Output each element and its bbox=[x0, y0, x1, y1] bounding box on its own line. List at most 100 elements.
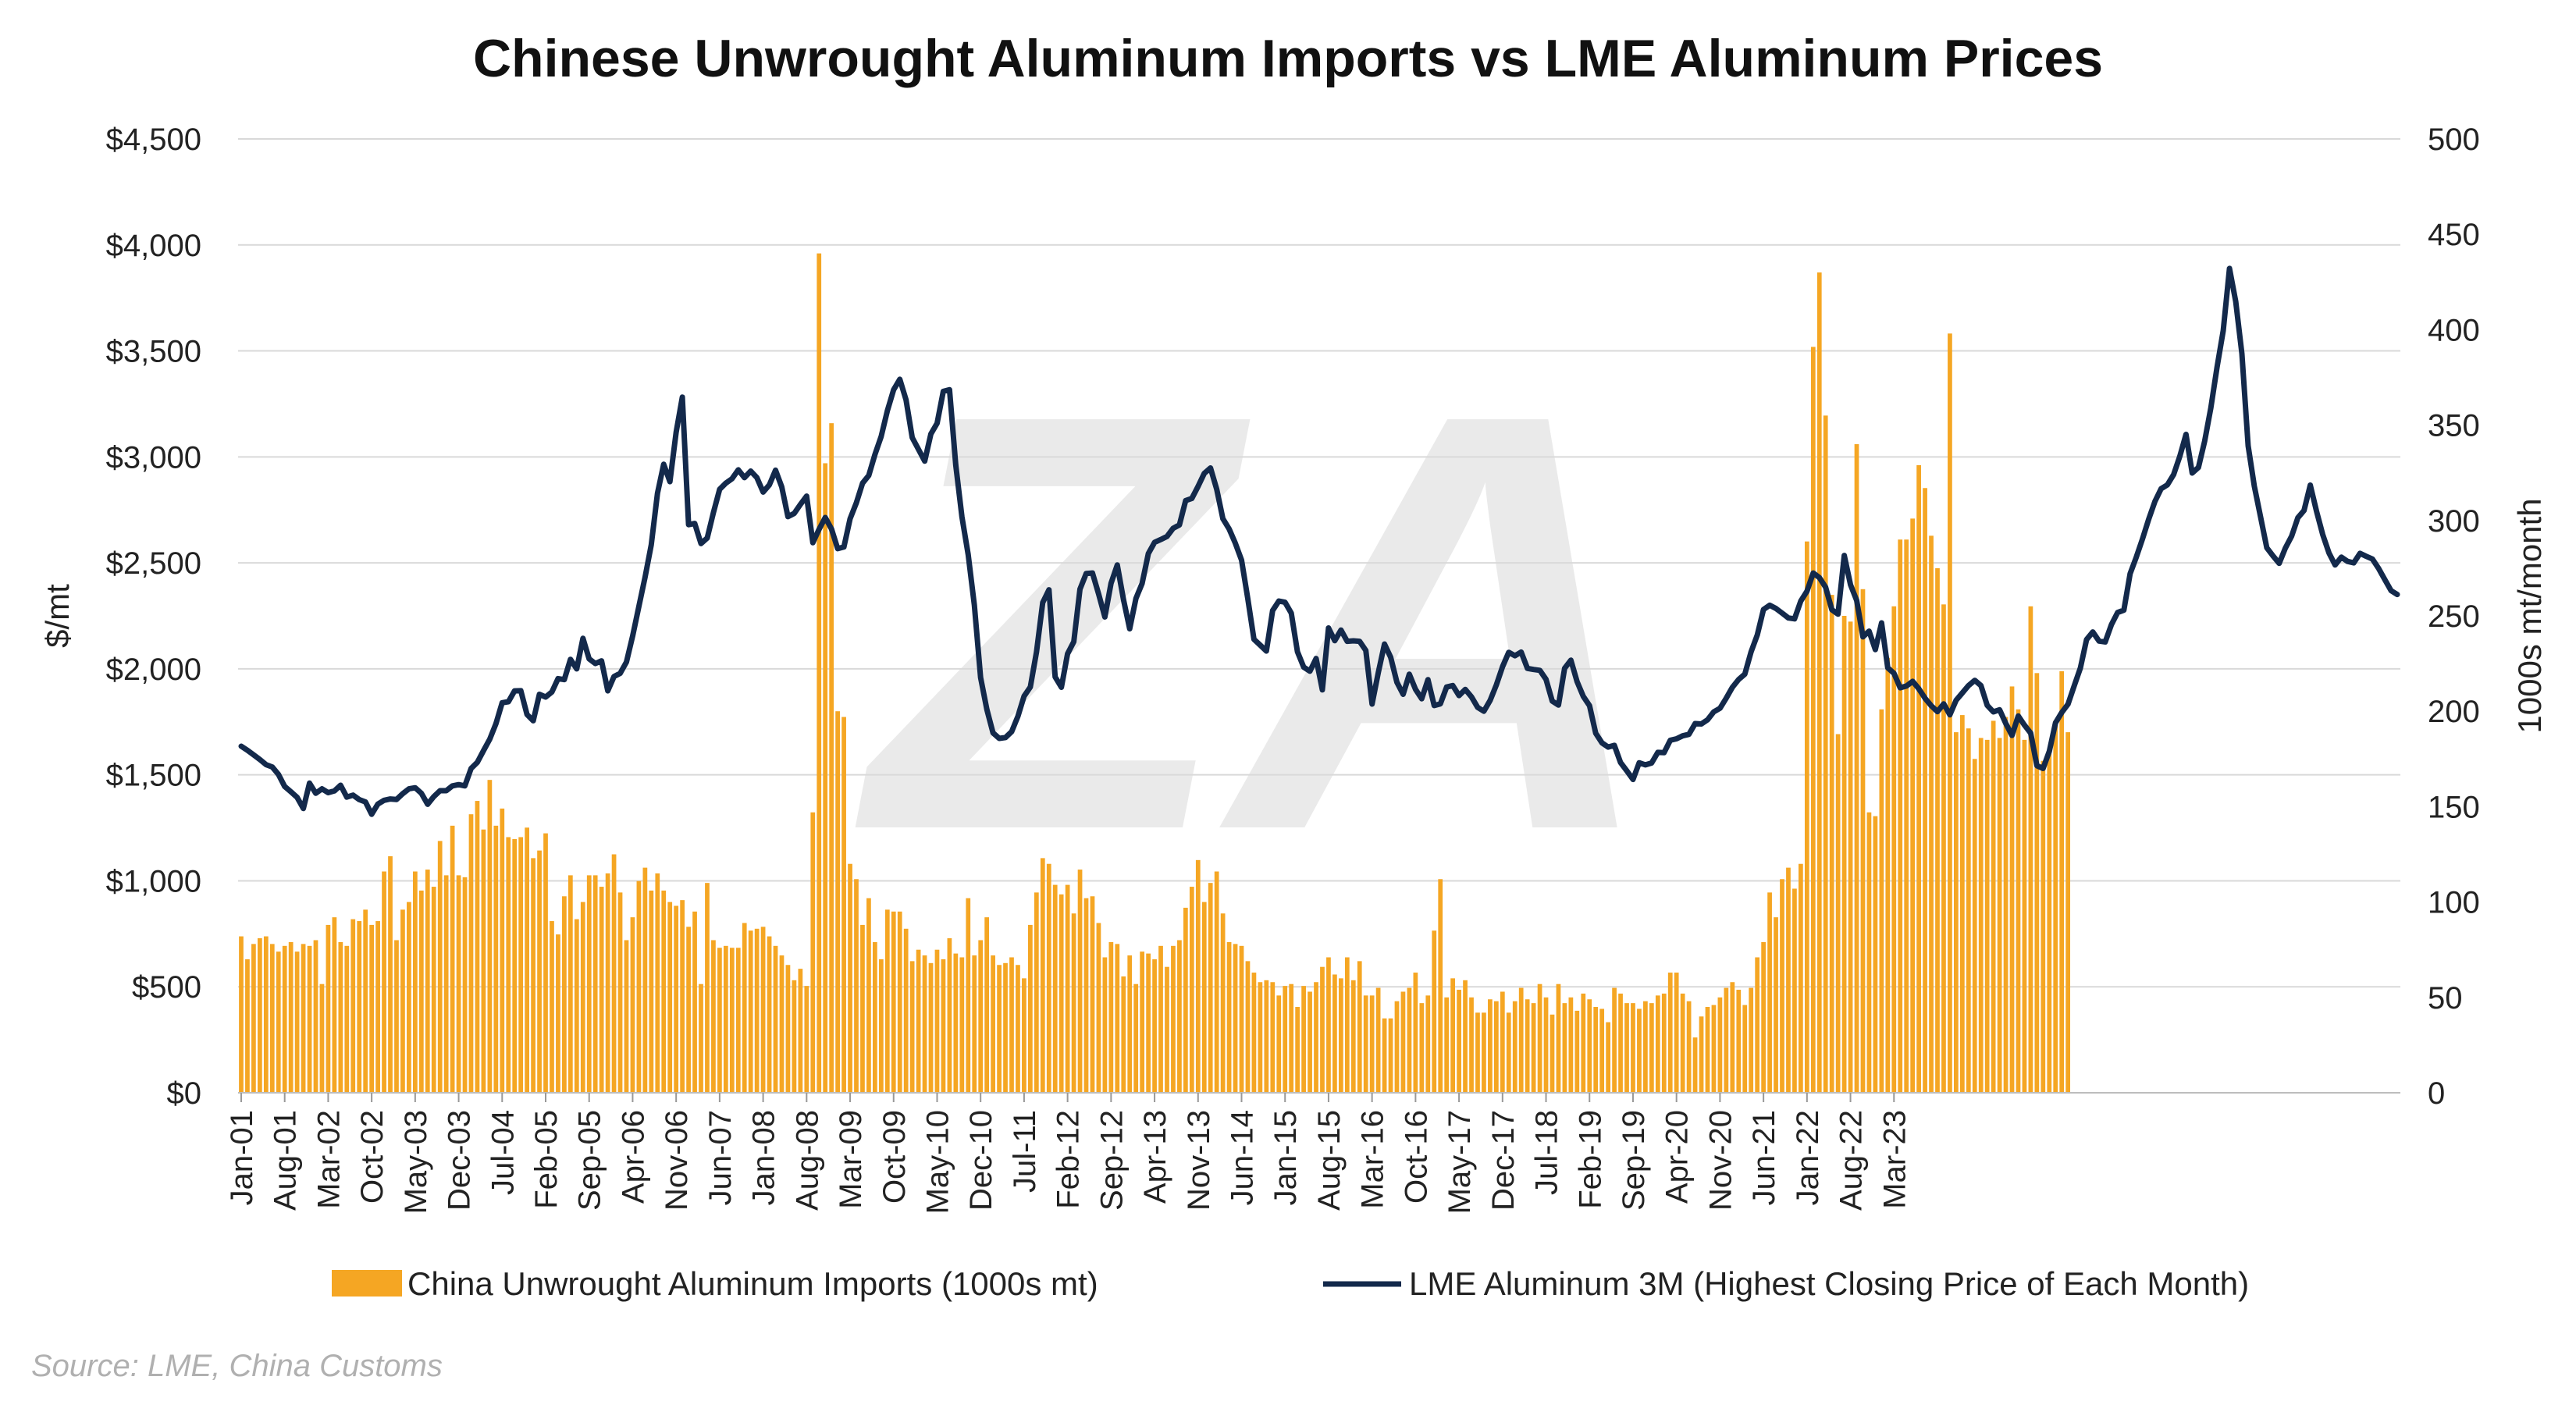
import-bar bbox=[475, 801, 480, 1093]
import-bar bbox=[909, 961, 915, 1093]
import-bar bbox=[848, 863, 852, 1093]
import-bar bbox=[1655, 995, 1660, 1093]
import-bar bbox=[1022, 978, 1026, 1093]
import-bar bbox=[1525, 999, 1530, 1093]
legend-label-price: LME Aluminum 3M (Highest Closing Price o… bbox=[1409, 1265, 2249, 1302]
left-axis-tick-label: $3,500 bbox=[106, 335, 201, 369]
import-bar bbox=[2003, 717, 2008, 1093]
import-bar bbox=[1799, 863, 1803, 1093]
x-axis-tick-label: Dec-17 bbox=[1486, 1110, 1521, 1211]
import-bar bbox=[332, 917, 337, 1093]
import-bar bbox=[1083, 898, 1089, 1093]
import-bar bbox=[717, 948, 722, 1093]
import-bar bbox=[1096, 923, 1101, 1093]
import-bar bbox=[823, 463, 828, 1093]
import-bar bbox=[1755, 957, 1760, 1093]
x-axis-tick-label: Jan-08 bbox=[747, 1110, 781, 1205]
import-bar bbox=[2034, 673, 2040, 1093]
import-bar bbox=[817, 253, 822, 1093]
import-bar bbox=[1314, 982, 1318, 1093]
import-bar bbox=[500, 808, 505, 1093]
import-bar bbox=[1195, 859, 1201, 1093]
x-axis-tick-label: Aug-01 bbox=[269, 1110, 303, 1211]
import-bar bbox=[1016, 965, 1020, 1093]
import-bar bbox=[1295, 1007, 1300, 1093]
left-axis-tick-label: $500 bbox=[132, 970, 201, 1005]
import-bar bbox=[1332, 974, 1337, 1093]
import-bar bbox=[525, 827, 529, 1093]
import-bar bbox=[1680, 993, 1685, 1093]
import-bar bbox=[1661, 993, 1667, 1093]
import-bar bbox=[363, 909, 368, 1093]
import-bar bbox=[1667, 973, 1673, 1093]
x-axis-tick-label: Mar-09 bbox=[834, 1110, 868, 1209]
import-bar bbox=[2047, 751, 2052, 1093]
import-bar bbox=[1550, 1014, 1555, 1093]
import-bar bbox=[1245, 961, 1251, 1093]
import-bar bbox=[991, 955, 995, 1093]
import-bar bbox=[903, 928, 909, 1093]
import-bar bbox=[1649, 1003, 1654, 1093]
x-axis-tick-label: Nov-06 bbox=[660, 1110, 694, 1211]
import-bar bbox=[630, 917, 635, 1093]
import-bar bbox=[841, 717, 846, 1093]
import-bar bbox=[1978, 738, 1984, 1093]
import-bar bbox=[1500, 991, 1505, 1093]
import-bar bbox=[1152, 959, 1157, 1093]
x-axis-tick-label: Mar-16 bbox=[1356, 1110, 1390, 1209]
import-bar bbox=[897, 911, 902, 1093]
import-bar bbox=[785, 965, 791, 1093]
import-bar bbox=[735, 948, 741, 1093]
import-bar bbox=[1350, 980, 1356, 1093]
import-bar bbox=[1835, 734, 1841, 1093]
import-bar bbox=[1574, 1010, 1580, 1093]
import-bar bbox=[1898, 539, 1903, 1093]
import-bar bbox=[891, 911, 896, 1093]
import-bar bbox=[2059, 670, 2065, 1093]
import-bar bbox=[1792, 888, 1797, 1093]
import-bar bbox=[1854, 444, 1859, 1093]
import-bar bbox=[1289, 984, 1294, 1093]
right-axis-tick-label: 0 bbox=[2428, 1076, 2445, 1111]
lme-price-line bbox=[238, 265, 2400, 817]
import-bar bbox=[1786, 867, 1791, 1093]
import-bar bbox=[1183, 907, 1188, 1093]
import-bar bbox=[1326, 957, 1331, 1093]
import-bar bbox=[344, 945, 350, 1093]
x-axis-tick-label: Apr-20 bbox=[1660, 1110, 1695, 1204]
import-bar bbox=[580, 902, 585, 1093]
import-bar bbox=[1699, 1016, 1704, 1093]
import-bar bbox=[941, 959, 946, 1093]
x-axis-tick-label: Mar-23 bbox=[1877, 1110, 1912, 1209]
import-bar bbox=[1171, 945, 1176, 1093]
x-axis-tick-label: Nov-13 bbox=[1182, 1110, 1216, 1211]
import-bar bbox=[1283, 986, 1288, 1093]
import-bar bbox=[1344, 957, 1350, 1093]
import-bar bbox=[431, 887, 436, 1093]
right-axis-tick-label: 50 bbox=[2428, 981, 2463, 1016]
import-bar bbox=[866, 898, 871, 1093]
import-bar bbox=[1226, 941, 1232, 1093]
import-bar bbox=[1581, 993, 1586, 1093]
import-bar bbox=[375, 921, 380, 1093]
left-axis-tick-label: $2,500 bbox=[106, 546, 201, 581]
right-axis-tick-label: 350 bbox=[2428, 409, 2480, 443]
import-bar bbox=[443, 875, 449, 1093]
import-bar bbox=[1599, 1008, 1605, 1093]
import-bar bbox=[1052, 884, 1058, 1093]
import-bar bbox=[294, 951, 300, 1093]
import-bar bbox=[779, 955, 785, 1093]
import-bar bbox=[854, 879, 859, 1093]
x-axis-tick-label: Oct-09 bbox=[877, 1110, 912, 1204]
import-bar bbox=[550, 921, 554, 1093]
import-bar bbox=[1904, 539, 1909, 1093]
import-bar bbox=[2028, 606, 2033, 1093]
x-axis-tick-label: Dec-10 bbox=[964, 1110, 998, 1211]
x-axis-tick-label: Jun-14 bbox=[1226, 1110, 1260, 1205]
import-bar bbox=[934, 949, 940, 1093]
import-bar bbox=[655, 873, 660, 1093]
import-bar bbox=[1108, 941, 1114, 1093]
import-bar bbox=[1860, 589, 1866, 1093]
import-bar bbox=[282, 945, 287, 1093]
